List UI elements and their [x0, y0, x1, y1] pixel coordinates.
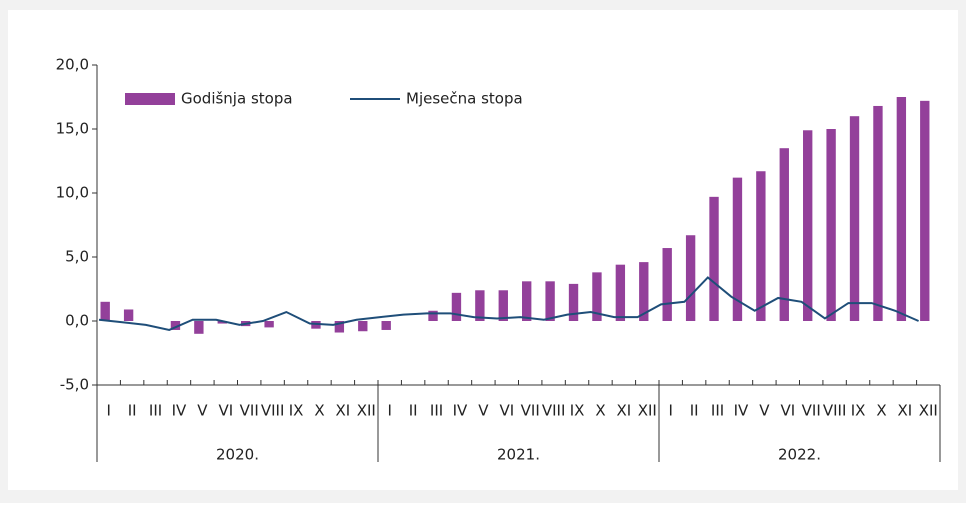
- group-label: 2022.: [778, 446, 821, 464]
- bar: [639, 262, 649, 321]
- x-tick-label: I: [668, 402, 672, 420]
- bar: [451, 292, 462, 321]
- x-tick-label: V: [759, 402, 770, 420]
- bar: [545, 281, 555, 321]
- bar: [358, 321, 368, 332]
- x-tick-label: VIII: [823, 402, 847, 420]
- x-tick-label: XII: [357, 402, 376, 420]
- x-tick-label: VII: [240, 402, 259, 420]
- x-tick-label: XI: [336, 402, 351, 420]
- group-label: 2021.: [497, 446, 540, 464]
- legend-swatch: [125, 93, 175, 105]
- bar: [428, 310, 438, 321]
- x-tick-label: VII: [521, 402, 540, 420]
- bar: [920, 100, 930, 321]
- x-tick-label: IX: [570, 402, 585, 420]
- y-tick-label: 15,0: [56, 120, 89, 138]
- x-tick-label: V: [197, 402, 208, 420]
- x-tick-label: VIII: [261, 402, 285, 420]
- bar: [381, 321, 391, 330]
- y-tick-label: 0,0: [65, 312, 89, 330]
- x-tick-label: IX: [289, 402, 304, 420]
- x-tick-label: IV: [734, 402, 749, 420]
- bar: [732, 177, 743, 321]
- bar: [849, 116, 860, 321]
- x-tick-label: II: [690, 402, 699, 420]
- x-tick-label: XI: [617, 402, 632, 420]
- bar: [100, 301, 110, 321]
- x-tick-label: I: [106, 402, 110, 420]
- x-tick-label: X: [314, 402, 324, 420]
- bar: [873, 105, 883, 322]
- bar: [615, 264, 626, 321]
- x-tick-label: XI: [898, 402, 913, 420]
- x-tick-label: III: [430, 402, 443, 420]
- x-tick-label: I: [387, 402, 391, 420]
- bar: [896, 97, 907, 321]
- x-tick-label: III: [149, 402, 162, 420]
- x-tick-label: VI: [780, 402, 795, 420]
- y-tick-label: 20,0: [56, 56, 89, 74]
- group-label: 2020.: [216, 446, 259, 464]
- bar: [264, 321, 274, 328]
- bar: [194, 321, 204, 334]
- bar: [498, 290, 508, 321]
- x-tick-label: II: [409, 402, 418, 420]
- bar: [803, 130, 813, 321]
- x-tick-label: IX: [851, 402, 866, 420]
- y-tick-label: -5,0: [60, 376, 89, 394]
- x-tick-label: IV: [172, 402, 187, 420]
- x-tick-label: XII: [919, 402, 938, 420]
- bar: [826, 129, 836, 321]
- x-tick-label: X: [595, 402, 605, 420]
- bar: [475, 290, 485, 321]
- x-tick-label: V: [478, 402, 489, 420]
- bar: [685, 235, 696, 321]
- x-tick-label: X: [876, 402, 886, 420]
- y-tick-label: 5,0: [65, 248, 89, 266]
- bar: [568, 283, 579, 321]
- bar: [522, 281, 532, 321]
- x-tick-label: XII: [638, 402, 657, 420]
- bar: [334, 321, 345, 333]
- bar: [592, 272, 602, 321]
- legend-label: Godišnja stopa: [181, 90, 293, 108]
- legend-label: Mjesečna stopa: [406, 90, 523, 108]
- x-tick-label: VI: [218, 402, 233, 420]
- bar: [756, 171, 766, 321]
- x-tick-label: IV: [453, 402, 468, 420]
- x-tick-label: VI: [499, 402, 514, 420]
- bar: [662, 248, 672, 321]
- bar: [779, 148, 789, 321]
- bar: [217, 321, 227, 324]
- y-tick-label: 10,0: [56, 184, 89, 202]
- bar: [123, 309, 134, 321]
- line: [98, 276, 919, 332]
- x-tick-label: III: [711, 402, 724, 420]
- bar: [170, 321, 181, 330]
- x-tick-label: VII: [802, 402, 821, 420]
- x-tick-label: VIII: [542, 402, 566, 420]
- panel: [8, 10, 958, 490]
- x-tick-label: II: [128, 402, 137, 420]
- bar: [709, 196, 719, 321]
